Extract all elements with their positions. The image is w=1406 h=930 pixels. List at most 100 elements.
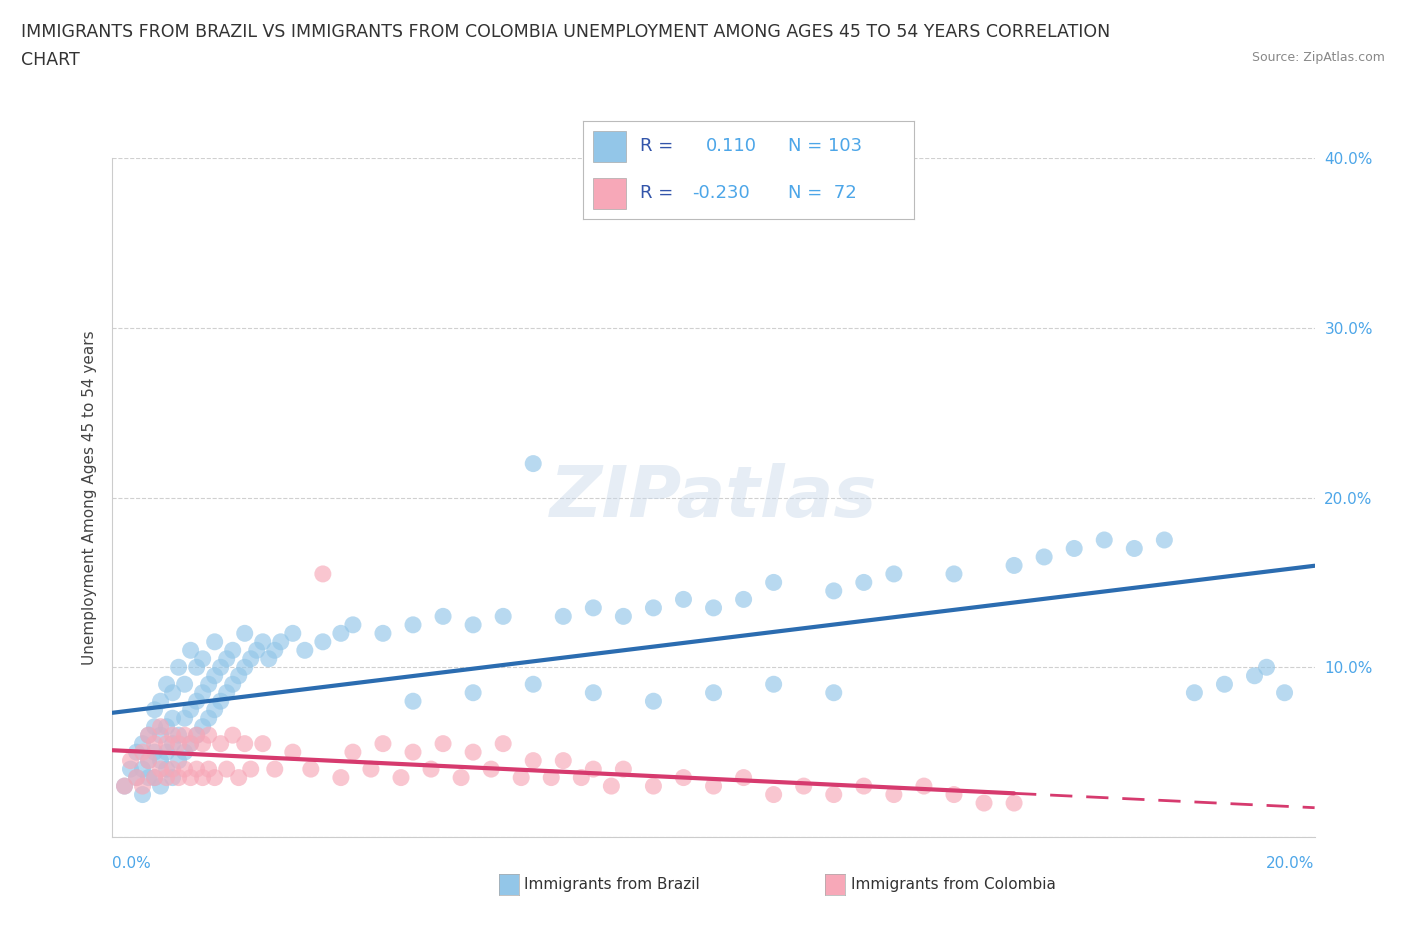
Point bbox=[173, 677, 195, 692]
Point bbox=[162, 762, 184, 777]
Text: CHART: CHART bbox=[21, 51, 80, 69]
Point bbox=[299, 762, 322, 777]
Point bbox=[1243, 669, 1265, 684]
Point bbox=[143, 737, 166, 751]
Point bbox=[186, 727, 208, 742]
Point bbox=[149, 727, 172, 742]
Point bbox=[180, 643, 202, 658]
Point bbox=[942, 566, 965, 581]
Point bbox=[131, 737, 153, 751]
Point bbox=[461, 618, 484, 632]
Point bbox=[131, 762, 153, 777]
Point bbox=[191, 719, 214, 734]
Point bbox=[228, 669, 250, 684]
Point bbox=[233, 626, 256, 641]
Point bbox=[973, 796, 995, 811]
Point bbox=[191, 737, 214, 751]
Point bbox=[823, 583, 845, 598]
Point bbox=[643, 778, 665, 793]
Point bbox=[360, 762, 382, 777]
Point bbox=[389, 770, 412, 785]
Point bbox=[492, 737, 515, 751]
Point bbox=[420, 762, 443, 777]
Point bbox=[270, 634, 292, 649]
Point bbox=[329, 770, 352, 785]
Point bbox=[492, 609, 515, 624]
Point bbox=[155, 737, 177, 751]
Point bbox=[239, 651, 262, 666]
Point bbox=[612, 609, 634, 624]
Point bbox=[215, 651, 238, 666]
Point bbox=[173, 727, 195, 742]
Point bbox=[114, 778, 136, 793]
Point bbox=[582, 685, 605, 700]
Point bbox=[186, 660, 208, 675]
Point bbox=[138, 753, 160, 768]
Point bbox=[643, 694, 665, 709]
FancyBboxPatch shape bbox=[593, 178, 627, 209]
Point bbox=[143, 770, 166, 785]
Point bbox=[510, 770, 533, 785]
Point bbox=[432, 737, 454, 751]
Text: N =  72: N = 72 bbox=[789, 184, 858, 202]
Point bbox=[942, 787, 965, 802]
Point bbox=[155, 677, 177, 692]
Text: Immigrants from Brazil: Immigrants from Brazil bbox=[524, 877, 700, 892]
Point bbox=[191, 685, 214, 700]
Point bbox=[540, 770, 562, 785]
Point bbox=[155, 745, 177, 760]
Point bbox=[143, 719, 166, 734]
Point bbox=[582, 762, 605, 777]
Point bbox=[702, 601, 725, 616]
Point bbox=[912, 778, 935, 793]
Text: R =: R = bbox=[640, 184, 673, 202]
Point bbox=[120, 753, 142, 768]
Point bbox=[215, 762, 238, 777]
Point bbox=[612, 762, 634, 777]
Point bbox=[167, 770, 190, 785]
Point bbox=[162, 727, 184, 742]
Point bbox=[371, 737, 394, 751]
Point bbox=[762, 575, 785, 590]
Point bbox=[180, 770, 202, 785]
Point bbox=[1033, 550, 1056, 565]
Text: Immigrants from Colombia: Immigrants from Colombia bbox=[851, 877, 1056, 892]
Text: ZIPatlas: ZIPatlas bbox=[550, 463, 877, 532]
Point bbox=[167, 753, 190, 768]
Point bbox=[450, 770, 472, 785]
Point bbox=[131, 778, 153, 793]
Point bbox=[522, 753, 544, 768]
Point bbox=[1092, 533, 1115, 548]
Point bbox=[600, 778, 623, 793]
Point bbox=[149, 762, 172, 777]
Point bbox=[823, 685, 845, 700]
Point bbox=[149, 694, 172, 709]
Point bbox=[149, 719, 172, 734]
Point bbox=[204, 770, 226, 785]
Point bbox=[252, 737, 274, 751]
Point bbox=[1153, 533, 1175, 548]
Point bbox=[883, 566, 905, 581]
Point bbox=[186, 727, 208, 742]
Point bbox=[1002, 558, 1025, 573]
Point bbox=[209, 660, 232, 675]
Point bbox=[233, 660, 256, 675]
Point bbox=[294, 643, 316, 658]
Point bbox=[1123, 541, 1146, 556]
Point bbox=[402, 745, 425, 760]
Point bbox=[252, 634, 274, 649]
Point bbox=[131, 787, 153, 802]
Point bbox=[852, 575, 875, 590]
Point bbox=[197, 727, 219, 742]
Point bbox=[257, 651, 280, 666]
Point bbox=[173, 711, 195, 725]
Point bbox=[222, 677, 245, 692]
Point bbox=[162, 737, 184, 751]
Text: Source: ZipAtlas.com: Source: ZipAtlas.com bbox=[1251, 51, 1385, 64]
Point bbox=[131, 745, 153, 760]
Point bbox=[204, 669, 226, 684]
Point bbox=[173, 745, 195, 760]
Point bbox=[180, 737, 202, 751]
Point bbox=[186, 694, 208, 709]
Point bbox=[1274, 685, 1296, 700]
